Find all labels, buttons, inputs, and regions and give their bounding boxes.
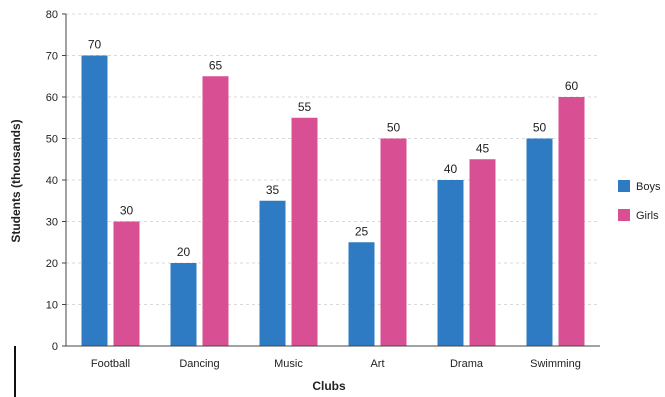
bar-girls-drama [469,159,496,346]
y-tick-label: 0 [52,341,58,353]
data-label: 65 [209,58,223,72]
y-tick-label: 80 [46,9,58,21]
data-label: 50 [387,121,401,135]
data-label: 60 [565,79,579,93]
data-label: 70 [88,38,102,52]
x-tick-label: Dancing [179,358,219,370]
bar-girls-music [291,117,318,346]
x-axis-title: Clubs [312,379,346,393]
legend-swatch-boys [618,180,630,192]
y-tick-label: 40 [46,175,58,187]
data-label: 45 [476,141,490,155]
legend-label-boys: Boys [636,181,661,193]
data-label: 25 [355,224,369,238]
bars: 70 30 20 65 35 55 25 50 40 45 50 60 [81,38,585,346]
bar-boys-art [348,242,375,346]
legend: Boys Girls [618,180,661,222]
x-tick-label: Swimming [530,358,581,370]
data-label: 30 [120,204,134,218]
y-axis-title: Students (thousands) [9,119,23,242]
x-axis: Football Dancing Music Art Drama Swimming [66,345,600,370]
bar-girls-football [113,221,140,346]
y-tick-label: 20 [46,258,58,270]
y-tick-label: 70 [46,51,58,63]
y-tick-label: 10 [46,300,58,312]
grid-lines [66,13,600,305]
data-label: 35 [266,183,280,197]
bar-boys-drama [437,180,464,346]
x-tick-label: Art [370,358,384,370]
data-label: 50 [533,121,547,135]
bar-boys-music [259,200,286,346]
y-tick-label: 50 [46,134,58,146]
bar-boys-dancing [170,263,197,346]
bar-girls-swimming [558,97,585,346]
x-tick-label: Football [91,358,130,370]
y-tick-label: 30 [46,217,58,229]
data-label: 20 [177,245,191,259]
data-label: 55 [298,100,312,114]
y-tick-label: 60 [46,92,58,104]
legend-swatch-girls [618,209,630,221]
bar-girls-art [380,138,407,346]
data-label: 40 [444,162,458,176]
bar-boys-football [81,55,108,346]
x-tick-label: Music [274,358,303,370]
edge-mark [14,346,16,397]
x-tick-label: Drama [450,358,484,370]
y-axis: 0 10 20 30 40 50 60 70 80 [46,9,67,353]
legend-label-girls: Girls [636,210,659,222]
bar-boys-swimming [526,138,553,346]
bar-girls-dancing [202,76,229,346]
